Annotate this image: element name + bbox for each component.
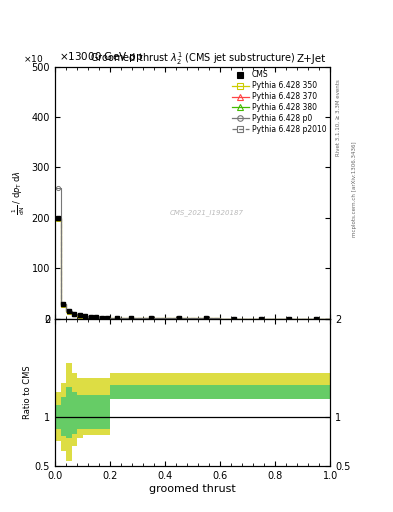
X-axis label: groomed thrust: groomed thrust	[149, 483, 236, 494]
Text: CMS_2021_I1920187: CMS_2021_I1920187	[169, 209, 243, 216]
Title: Groomed thrust $\lambda_2^1$ (CMS jet substructure): Groomed thrust $\lambda_2^1$ (CMS jet su…	[90, 50, 295, 67]
Y-axis label: $\mathregular{\frac{1}{\mathrm{d}N}}$ / $\mathrm{d}p_\mathrm{T}\,\mathrm{d}\lamb: $\mathregular{\frac{1}{\mathrm{d}N}}$ / …	[11, 170, 28, 215]
Legend: CMS, Pythia 6.428 350, Pythia 6.428 370, Pythia 6.428 380, Pythia 6.428 p0, Pyth: CMS, Pythia 6.428 350, Pythia 6.428 370,…	[230, 69, 328, 136]
Text: $\times 10$: $\times 10$	[24, 53, 44, 64]
Text: $\times$13000 GeV pp: $\times$13000 GeV pp	[59, 50, 143, 64]
Text: mcplots.cern.ch [arXiv:1306.3436]: mcplots.cern.ch [arXiv:1306.3436]	[352, 142, 357, 237]
Text: Rivet 3.1.10, ≥ 3.3M events: Rivet 3.1.10, ≥ 3.3M events	[336, 79, 341, 156]
Y-axis label: Ratio to CMS: Ratio to CMS	[23, 366, 32, 419]
Text: Z+Jet: Z+Jet	[297, 54, 326, 64]
